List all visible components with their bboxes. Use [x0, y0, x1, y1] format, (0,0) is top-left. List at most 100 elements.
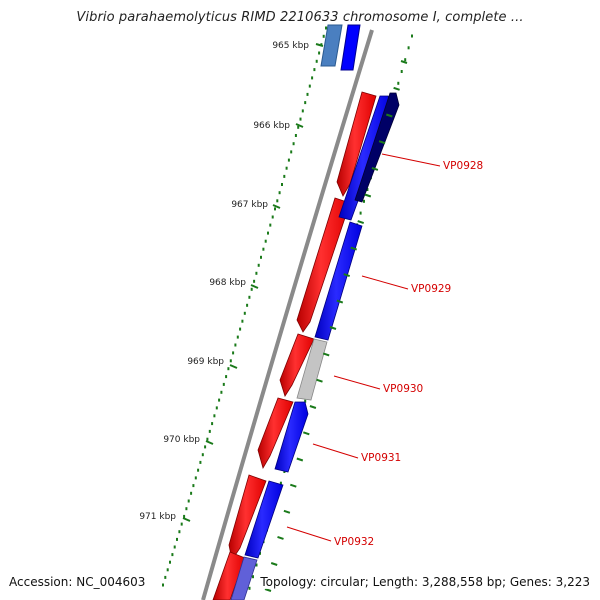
gene-tick-9	[336, 299, 344, 304]
gene-feature-lavender-1[interactable]	[230, 556, 258, 600]
inner-dot-47	[248, 586, 251, 590]
scale-dot-68	[166, 568, 169, 572]
gene-label-leaders	[286, 153, 441, 542]
gene-tick-11	[322, 352, 330, 357]
gene-tick-7	[350, 246, 358, 251]
gene-feature-red-3[interactable]	[279, 333, 315, 397]
scale-dot-36	[241, 319, 244, 323]
scale-dot-6	[311, 76, 314, 80]
scale-dot-67	[169, 560, 171, 564]
scale-dot-54	[199, 460, 202, 464]
scale-dot-31	[253, 279, 256, 283]
scale-dot-53	[201, 453, 204, 457]
scale-dot-5	[313, 68, 316, 72]
scale-dot-28	[260, 255, 262, 259]
gene-tick-13	[309, 405, 317, 409]
ruler-tick-966	[295, 123, 304, 128]
gene-feature-red-6[interactable]	[212, 551, 246, 600]
ruler-tick-970	[205, 440, 214, 445]
gene-tick-12	[316, 378, 323, 383]
scale-dot-30	[255, 271, 258, 275]
inner-dot-38	[279, 481, 282, 485]
scale-dot-19	[281, 183, 283, 186]
scale-dot-10	[301, 109, 304, 113]
scale-dot-66	[171, 553, 174, 557]
inner-dot-14	[363, 199, 365, 203]
gene-feature-red-4[interactable]	[257, 397, 294, 470]
gene-label-vp0928[interactable]: VP0928	[443, 160, 483, 172]
inner-dot-2	[404, 58, 407, 62]
gene-label-vp0932[interactable]: VP0932	[334, 536, 374, 548]
gene-label-vp0931[interactable]: VP0931	[361, 452, 401, 464]
ruler-tick-965	[315, 43, 324, 47]
leader-vp0932	[286, 526, 332, 542]
scale-dot-64	[176, 537, 178, 541]
scale-dot-24	[269, 223, 272, 227]
scale-dot-12	[297, 125, 300, 129]
scale-dot-17	[285, 166, 288, 170]
scale-dot-15	[290, 150, 293, 154]
scale-dot-44	[222, 382, 225, 386]
scale-dot-46	[218, 398, 221, 402]
scale-dot-18	[283, 174, 286, 178]
scale-dot-70	[162, 583, 164, 587]
ruler-label-970: 970 kbp	[163, 435, 200, 445]
gene-labels: VP0928 VP0929 VP0930 VP0931 VP0932	[334, 160, 483, 548]
scale-dot-20	[278, 191, 281, 195]
scale-dot-52	[204, 445, 207, 449]
ruler-label-971: 971 kbp	[139, 512, 176, 522]
gene-tick-15	[296, 457, 304, 462]
scale-dot-69	[164, 575, 167, 579]
ruler-tick-969	[229, 364, 238, 369]
scale-dot-25	[267, 231, 269, 235]
gene-tick-8	[343, 273, 351, 278]
scale-dot-41	[229, 359, 232, 363]
gene-feature-darkblue-1[interactable]	[354, 92, 400, 203]
ruler-tick-971	[182, 517, 191, 522]
scale-dot-26	[264, 239, 267, 243]
scale-dot-63	[178, 530, 181, 534]
scale-dot-48	[213, 414, 216, 418]
gene-feature-blue-4[interactable]	[244, 480, 284, 559]
scale-dot-7	[308, 84, 311, 88]
scale-dot-32	[250, 287, 253, 291]
scale-dot-33	[248, 295, 251, 299]
scale-dot-27	[262, 247, 265, 251]
scale-dot-43	[225, 375, 228, 379]
inner-dot-3	[400, 70, 403, 73]
gene-tick-10	[329, 326, 337, 330]
inner-dot-45	[255, 563, 258, 567]
scale-dot-62	[180, 522, 183, 526]
scale-dot-37	[239, 327, 242, 331]
gene-tick-0	[400, 60, 408, 64]
scale-dot-47	[215, 406, 218, 410]
gene-tick-20	[264, 588, 272, 592]
leader-vp0931	[312, 443, 359, 459]
scale-dot-0	[325, 26, 327, 30]
scale-dot-13	[294, 134, 297, 137]
gene-feature-red-1[interactable]	[336, 91, 377, 197]
scale-dot-29	[257, 263, 260, 267]
ruler-label-969: 969 kbp	[187, 357, 224, 367]
scale-dot-45	[220, 390, 223, 394]
gene-feature-blue-2[interactable]	[314, 221, 363, 341]
gene-feature-top-steelblue[interactable]	[320, 24, 343, 67]
gene-label-vp0929[interactable]: VP0929	[411, 283, 451, 295]
gene-feature-top-blue[interactable]	[340, 24, 361, 71]
gene-tick-2	[385, 113, 393, 118]
scale-dot-1	[322, 34, 325, 38]
gene-label-vp0930[interactable]: VP0930	[383, 383, 423, 395]
gene-feature-gray-1[interactable]	[296, 338, 328, 401]
ruler-tick-968	[250, 284, 259, 289]
gene-feature-blue-3[interactable]	[274, 401, 309, 473]
scale-dot-39	[234, 343, 237, 347]
scale-dot-58	[190, 491, 193, 495]
scale-dot-55	[197, 468, 200, 472]
scale-dot-8	[306, 92, 309, 96]
ruler-labels: 965 kbp 966 kbp 967 kbp 968 kbp 969 kbp …	[139, 41, 309, 522]
scale-dot-51	[206, 437, 209, 441]
gene-tick-18	[277, 535, 284, 540]
gene-tick-1	[393, 86, 400, 91]
